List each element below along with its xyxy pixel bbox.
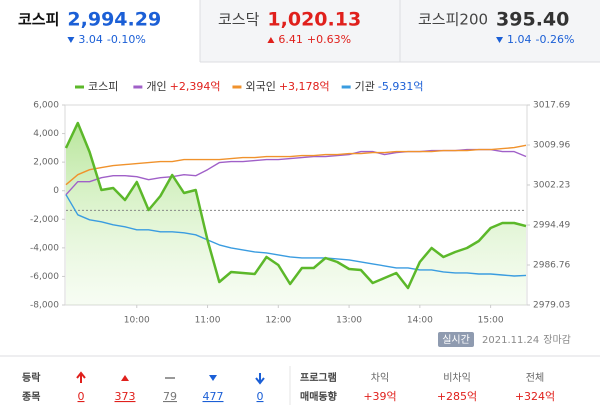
y2-tick-label: 3017.69 xyxy=(533,101,570,111)
index-change: 3.04 xyxy=(78,33,103,46)
index-tab[interactable] xyxy=(200,0,400,62)
x-tick-label: 14:00 xyxy=(407,316,433,326)
status-date: 2021.11.24 xyxy=(482,335,539,346)
y2-tick-label: 2979.03 xyxy=(533,301,570,311)
program-column-value: +39억 xyxy=(363,390,396,403)
index-change: 1.04 xyxy=(507,33,532,46)
series-line xyxy=(65,194,527,277)
y-tick-label: -8,000 xyxy=(30,301,59,311)
y2-tick-label: 2994.49 xyxy=(533,221,570,231)
program-label: 매매동향 xyxy=(300,390,338,403)
index-name: 코스피 xyxy=(18,11,59,29)
status-badge-text: 실시간 xyxy=(442,334,470,346)
status-state: 장마감 xyxy=(543,334,571,346)
legend-value[interactable]: +3,178억 xyxy=(279,80,330,93)
index-change-pct: -0.26% xyxy=(536,33,575,46)
index-change-pct: -0.10% xyxy=(107,33,146,46)
x-tick-label: 12:00 xyxy=(265,316,291,326)
index-tab[interactable] xyxy=(0,0,200,62)
legend-label[interactable]: 외국인 xyxy=(245,80,275,93)
y-tick-label: -2,000 xyxy=(30,215,59,225)
legend-label[interactable]: 기관 xyxy=(355,80,375,93)
x-tick-label: 15:00 xyxy=(478,316,504,326)
y2-tick-label: 3009.96 xyxy=(533,140,570,150)
y-tick-label: 6,000 xyxy=(33,101,59,111)
y-tick-label: 4,000 xyxy=(33,129,59,139)
limit-up-icon xyxy=(76,371,86,383)
y2-tick-label: 3002.23 xyxy=(533,180,570,190)
series-line xyxy=(64,121,527,290)
program-column-label: 비차익 xyxy=(443,372,471,384)
legend-value[interactable]: -5,931억 xyxy=(378,80,424,93)
change-arrow xyxy=(496,37,504,43)
limit-down-icon xyxy=(255,373,265,385)
y-tick-label: 2,000 xyxy=(33,158,59,168)
program-column-value: +285억 xyxy=(437,390,477,403)
index-value: 395.40 xyxy=(496,9,569,31)
breadth-count[interactable]: 79 xyxy=(163,390,177,403)
index-value: 2,994.29 xyxy=(67,9,161,31)
index-change: 6.41 xyxy=(278,33,303,46)
program-column-label: 차익 xyxy=(371,372,389,384)
legend-value[interactable]: +2,394억 xyxy=(170,80,221,93)
y-tick-label: -4,000 xyxy=(30,243,59,253)
index-name: 코스피200 xyxy=(418,11,488,29)
series-line xyxy=(65,144,527,186)
breadth-count[interactable]: 373 xyxy=(115,390,136,403)
breadth-count[interactable]: 0 xyxy=(78,390,85,403)
status-badge xyxy=(438,332,474,347)
index-tab[interactable] xyxy=(400,0,600,62)
x-tick-label: 10:00 xyxy=(124,316,150,326)
index-name: 코스닥 xyxy=(218,11,260,29)
legend-label[interactable]: 코스피 xyxy=(88,80,118,93)
down-icon xyxy=(209,375,217,381)
x-tick-label: 13:00 xyxy=(336,316,362,326)
y2-tick-label: 2986.76 xyxy=(533,261,570,271)
program-label: 프로그램 xyxy=(300,372,337,384)
change-arrow xyxy=(267,37,275,43)
program-column-value: +324억 xyxy=(515,390,555,403)
breadth-count[interactable]: 477 xyxy=(203,390,224,403)
breadth-count[interactable]: 0 xyxy=(257,390,264,403)
program-column-label: 전체 xyxy=(526,372,544,384)
change-arrow xyxy=(67,37,75,43)
area-fill xyxy=(66,123,526,305)
y-tick-label: -6,000 xyxy=(30,272,59,282)
index-change-pct: +0.63% xyxy=(307,33,351,46)
y-tick-label: 0 xyxy=(53,186,59,196)
up-icon xyxy=(121,375,129,381)
x-tick-label: 11:00 xyxy=(195,316,221,326)
breadth-label: 등락 xyxy=(22,372,41,384)
legend-label[interactable]: 개인 xyxy=(146,80,166,93)
index-value: 1,020.13 xyxy=(267,9,361,31)
breadth-label: 종목 xyxy=(22,391,40,403)
